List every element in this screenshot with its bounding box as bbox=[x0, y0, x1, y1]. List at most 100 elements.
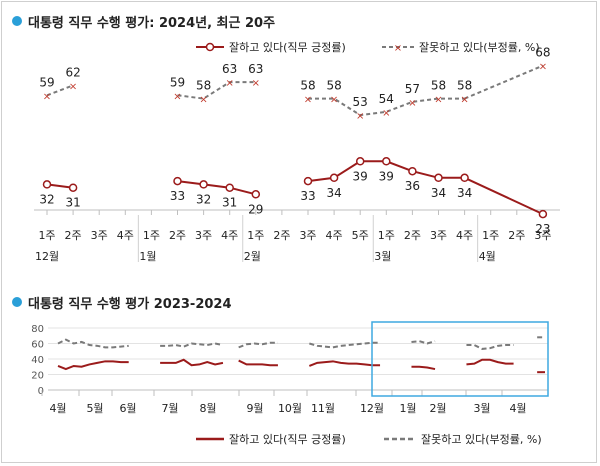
x-tick-label: 4주 bbox=[326, 229, 343, 242]
legend-disapprove-label: 잘못하고 있다(부정률, %) bbox=[419, 40, 540, 54]
x-tick-label: 2주 bbox=[508, 229, 525, 242]
approve-data-label: 34 bbox=[326, 186, 341, 200]
disapprove-line bbox=[411, 340, 436, 345]
legend-approve-marker bbox=[205, 42, 215, 52]
x-tick-label: 11월 bbox=[311, 402, 335, 415]
approve-marker bbox=[434, 173, 443, 183]
bottom-chart-title: 대통령 직무 수행 평가 2023-2024 bbox=[28, 297, 232, 312]
disapprove-data-label: 63 bbox=[222, 62, 237, 76]
y-tick-label: 80 bbox=[31, 324, 44, 335]
approve-marker bbox=[538, 209, 548, 219]
x-tick-label: 3주 bbox=[195, 229, 212, 242]
disapprove-marker: × bbox=[460, 95, 468, 106]
approve-marker bbox=[173, 176, 182, 186]
x-tick-label: 2주 bbox=[404, 229, 421, 242]
x-tick-label: 3월 bbox=[473, 402, 490, 415]
x-tick-label: 12월 bbox=[360, 402, 384, 415]
x-tick-label: 1주 bbox=[143, 229, 160, 242]
top-chart-title: 대통령 직무 수행 평가: 2024년, 최근 20주 bbox=[28, 16, 276, 31]
approve-line bbox=[238, 359, 278, 367]
x-tick-label: 1주 bbox=[247, 229, 264, 242]
x-tick-label: 4월 bbox=[49, 402, 66, 415]
disapprove-marker: × bbox=[69, 81, 77, 92]
approve-marker bbox=[225, 183, 234, 192]
approve-marker bbox=[199, 180, 208, 189]
approve-marker bbox=[382, 157, 391, 166]
approve-data-label: 29 bbox=[248, 202, 263, 216]
disapprove-marker: × bbox=[539, 62, 547, 73]
bullet-icon bbox=[12, 297, 22, 307]
legend-disapprove-label: 잘못하고 있다(부정률, %) bbox=[421, 432, 542, 446]
disapprove-data-label: 58 bbox=[457, 79, 472, 93]
approve-marker bbox=[408, 166, 417, 176]
disapprove-line bbox=[177, 81, 256, 100]
x-tick-label: 10월 bbox=[278, 402, 302, 415]
approve-data-label: 34 bbox=[431, 186, 446, 200]
x-tick-label: 8월 bbox=[199, 402, 216, 415]
disapprove-data-label: 59 bbox=[170, 75, 185, 89]
approve-marker bbox=[355, 157, 365, 166]
approve-data-label: 39 bbox=[379, 169, 394, 183]
x-tick-label: 3주 bbox=[430, 229, 447, 242]
disapprove-line bbox=[466, 344, 514, 350]
disapprove-line bbox=[238, 341, 278, 349]
x-tick-label: 7월 bbox=[161, 402, 178, 415]
disapprove-data-label: 68 bbox=[535, 46, 550, 60]
top-chart: 잘하고 있다(직무 긍정률) × 잘못하고 있다(부정률, %) 1주 2주 3주 4주 1주… bbox=[34, 40, 560, 263]
disapprove-data-label: 58 bbox=[196, 79, 211, 93]
x-tick-label: 9월 bbox=[246, 402, 263, 415]
approve-line bbox=[177, 180, 257, 196]
disapprove-data-label: 58 bbox=[300, 79, 315, 93]
y-tick-label: 40 bbox=[31, 355, 44, 366]
approve-marker bbox=[68, 183, 78, 192]
x-tick-label: 1주 bbox=[482, 229, 499, 242]
approve-line bbox=[466, 358, 514, 366]
disapprove-data-label: 57 bbox=[405, 82, 420, 96]
disapprove-marker: × bbox=[173, 91, 181, 102]
approve-marker bbox=[42, 180, 52, 189]
x-tick-label: 1월 bbox=[399, 402, 416, 415]
disapprove-marker: × bbox=[226, 78, 234, 89]
disapprove-marker: × bbox=[382, 108, 390, 119]
approve-data-label: 34 bbox=[457, 186, 472, 200]
disapprove-line bbox=[464, 64, 544, 100]
approve-data-label: 31 bbox=[65, 196, 80, 210]
disapprove-data-label: 54 bbox=[379, 92, 394, 106]
y-tick-label: 20 bbox=[31, 371, 44, 382]
x-tick-label: 1주 bbox=[38, 229, 55, 242]
y-tick-label: 0 bbox=[38, 386, 44, 397]
recent-period-highlight bbox=[371, 321, 549, 397]
disapprove-line bbox=[46, 84, 74, 97]
month-label: 4월 bbox=[479, 250, 496, 263]
disapprove-marker: × bbox=[199, 95, 207, 106]
disapprove-marker: × bbox=[330, 95, 338, 106]
x-tick-label: 2주 bbox=[65, 229, 82, 242]
disapprove-data-label: 63 bbox=[248, 62, 263, 76]
approve-data-label: 32 bbox=[39, 192, 54, 206]
disapprove-line bbox=[309, 341, 381, 349]
approve-data-label: 36 bbox=[405, 179, 420, 193]
disapprove-line bbox=[160, 342, 224, 348]
approve-marker bbox=[329, 173, 339, 183]
approve-data-label: 39 bbox=[353, 169, 368, 183]
disapprove-marker: × bbox=[408, 98, 416, 109]
disapprove-data-label: 58 bbox=[326, 79, 341, 93]
approve-data-label: 23 bbox=[535, 222, 550, 236]
x-tick-label: 4주 bbox=[221, 229, 238, 242]
legend-approve-label: 잘하고 있다(직무 긍정률) bbox=[229, 432, 346, 446]
bullet-icon bbox=[12, 16, 22, 26]
approve-marker bbox=[460, 173, 469, 183]
x-tick-label: 3주 bbox=[91, 229, 108, 242]
month-label: 1월 bbox=[139, 250, 156, 263]
x-tick-label: 3주 bbox=[534, 229, 551, 242]
disapprove-data-label: 53 bbox=[353, 95, 368, 109]
x-tick-label: 4주 bbox=[117, 229, 134, 242]
month-label: 2월 bbox=[244, 250, 261, 263]
disapprove-marker: × bbox=[252, 78, 260, 89]
approve-line bbox=[160, 358, 224, 367]
approve-data-label: 33 bbox=[300, 189, 315, 203]
disapprove-marker: × bbox=[43, 91, 51, 102]
approve-line bbox=[46, 183, 74, 189]
